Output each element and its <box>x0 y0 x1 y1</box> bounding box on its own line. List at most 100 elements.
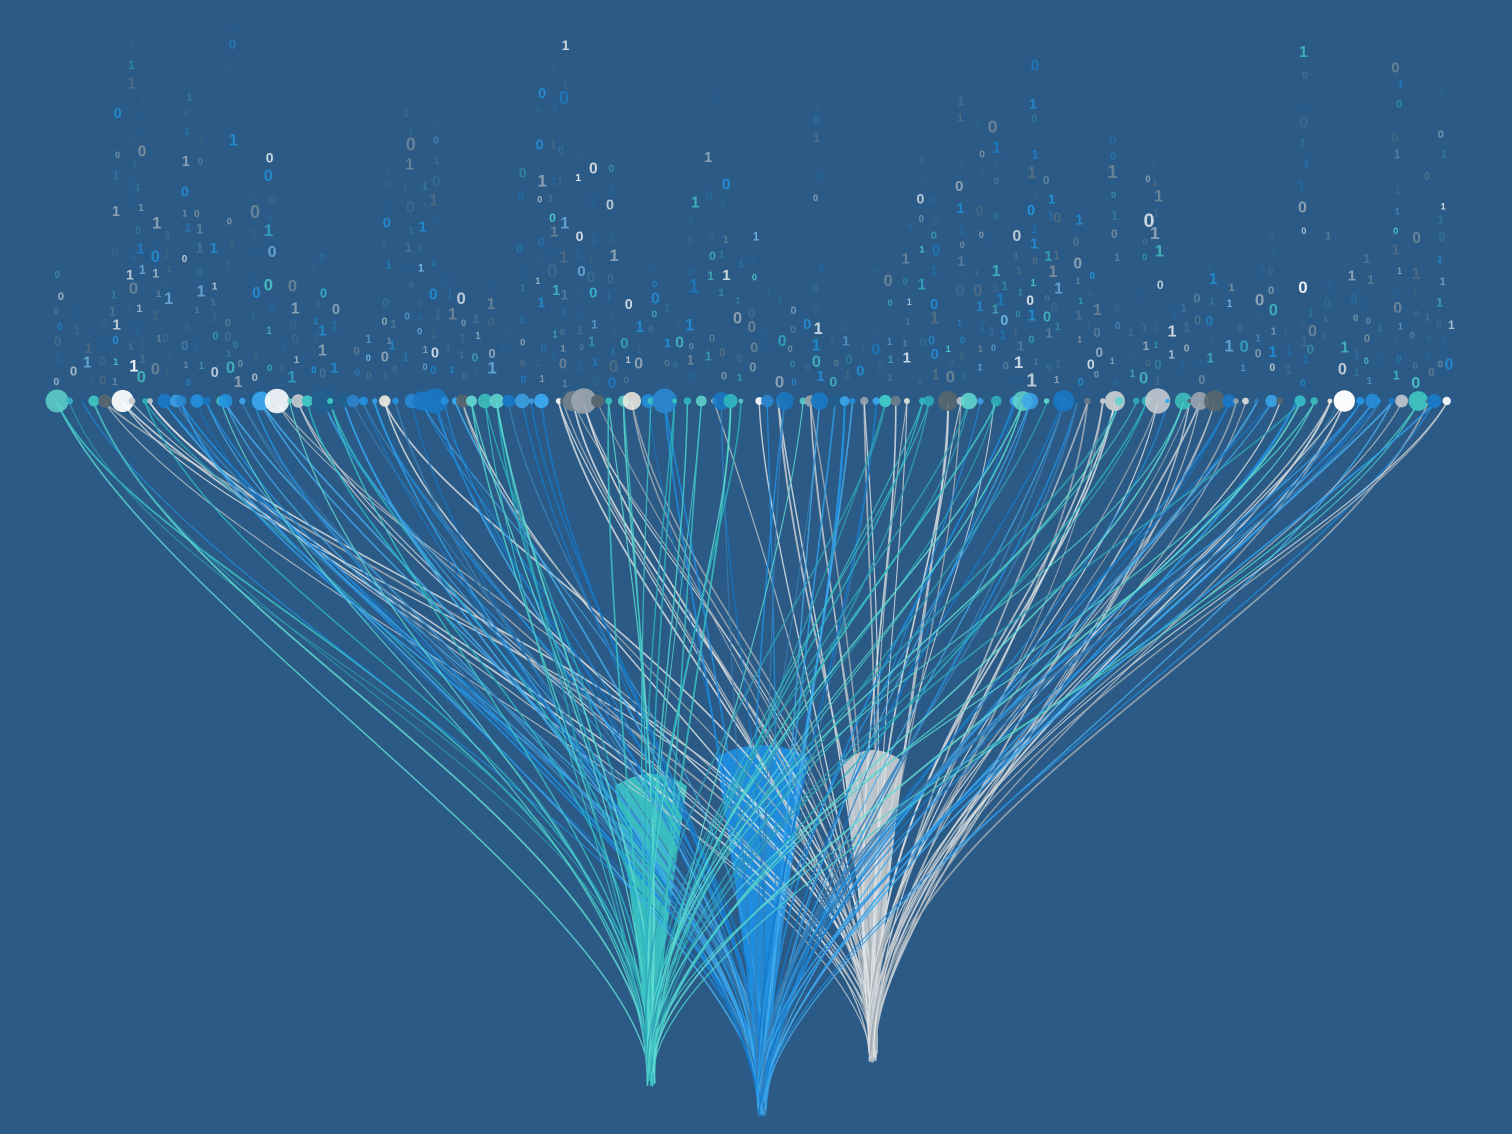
binary-digit: 1 <box>919 170 927 185</box>
binary-digit: 0 <box>1428 367 1434 380</box>
binary-digit: 0 <box>1198 373 1205 387</box>
binary-digit: 1 <box>550 370 556 381</box>
binary-digit: 1 <box>1393 369 1400 383</box>
binary-digit: 1 <box>210 241 218 257</box>
binary-digit: 1 <box>152 348 158 359</box>
stream-node-gray <box>1145 388 1171 414</box>
stream-node-blue <box>80 398 86 404</box>
binary-digit: 0 <box>417 327 422 338</box>
binary-digit: 1 <box>576 321 584 337</box>
binary-digit: 0 <box>688 267 694 279</box>
stream-node-blue <box>392 397 399 405</box>
binary-digit: 0 <box>1045 293 1050 303</box>
binary-digit: 1 <box>167 352 174 364</box>
binary-digit: 0 <box>1364 356 1369 366</box>
binary-digit: 0 <box>749 360 756 375</box>
binary-digit: 0 <box>289 316 296 331</box>
binary-digit: 1 <box>194 305 199 315</box>
binary-digit: 0 <box>518 189 525 203</box>
binary-digit: 1 <box>1054 375 1060 386</box>
binary-digit: 0 <box>489 346 496 361</box>
binary-digit: 0 <box>423 362 428 372</box>
binary-digit: 0 <box>576 309 581 320</box>
stream-node-gray <box>555 398 562 404</box>
binary-digit: 1 <box>664 301 671 315</box>
stream-node-gray <box>128 397 136 405</box>
binary-digit: 0 <box>54 377 60 388</box>
stream-node-teal <box>879 394 892 408</box>
stream-node-blue <box>761 394 774 408</box>
flow-line-blue <box>750 402 786 1101</box>
binary-digit: 1 <box>588 334 596 349</box>
binary-digit: 0 <box>55 270 61 281</box>
binary-digit: 0 <box>587 268 596 286</box>
binary-digit: 1 <box>226 348 232 360</box>
stream-node-blue <box>775 392 794 410</box>
binary-digit: 1 <box>1354 367 1360 379</box>
binary-digit: 0 <box>1142 252 1147 262</box>
binary-digit: 1 <box>919 245 924 255</box>
binary-digit: 1 <box>976 299 984 314</box>
flow-line-gray <box>597 402 873 1062</box>
binary-digit: 0 <box>1109 132 1116 147</box>
binary-digit: 0 <box>1088 289 1093 299</box>
binary-digit: 0 <box>1436 317 1442 329</box>
binary-digit: 1 <box>1014 353 1023 372</box>
flow-line-gray <box>583 402 876 1050</box>
binary-digit: 1 <box>1367 376 1373 387</box>
binary-digit: 1 <box>1153 340 1158 350</box>
flow-line-blue <box>760 402 1258 1112</box>
stream-node-blue <box>829 395 841 407</box>
binary-digit: 0 <box>181 338 188 353</box>
binary-digit: 0 <box>382 295 389 310</box>
flow-line-teal <box>647 402 1419 1075</box>
binary-digit: 1 <box>1348 269 1356 285</box>
binary-digit: 0 <box>252 372 258 384</box>
binary-digit: 1 <box>1055 357 1062 371</box>
flow-line-blue <box>444 402 761 1104</box>
stream-node-gray <box>111 389 134 413</box>
binary-digit: 0 <box>250 194 256 205</box>
binary-digit: 0 <box>232 340 238 352</box>
flow-line-blue <box>757 402 1436 1102</box>
stream-node-teal <box>605 397 613 405</box>
flow-line-gray <box>873 402 1159 1054</box>
binary-digit: 0 <box>264 167 273 185</box>
binary-digit: 0 <box>1014 374 1019 385</box>
flow-line-teal <box>220 402 648 1086</box>
flow-line-teal <box>644 402 887 1074</box>
binary-digit: 0 <box>1028 334 1034 346</box>
binary-digit: 1 <box>252 349 259 363</box>
binary-digit: 0 <box>1043 176 1049 188</box>
binary-digit: 1 <box>739 259 745 270</box>
binary-digit: 1 <box>625 355 631 366</box>
binary-digit: 0 <box>960 335 966 346</box>
binary-digit: 0 <box>919 334 926 349</box>
binary-digit: 0 <box>722 177 731 194</box>
binary-digit: 0 <box>606 197 614 213</box>
binary-digit: 1 <box>1300 334 1309 351</box>
binary-digit: 0 <box>928 333 935 348</box>
binary-digit: 1 <box>152 307 159 322</box>
binary-digit: 1 <box>291 301 300 318</box>
binary-digit: 0 <box>1031 114 1037 126</box>
binary-digit: 1 <box>280 337 288 353</box>
binary-digit: 0 <box>227 215 232 226</box>
binary-digit: 1 <box>1032 148 1039 162</box>
flow-line-teal <box>644 402 742 1074</box>
binary-digit: 1 <box>405 240 412 255</box>
stream-node-teal <box>1174 392 1192 410</box>
binary-digit: 1 <box>735 296 740 306</box>
binary-digit: 0 <box>994 176 999 187</box>
binary-digit: 0 <box>609 356 619 376</box>
binary-digit: 1 <box>610 346 616 357</box>
flow-line-teal <box>495 402 654 1082</box>
binary-digit: 0 <box>803 317 811 333</box>
binary-digit: 0 <box>993 212 999 223</box>
binary-digit: 1 <box>829 337 835 348</box>
binary-digit: 0 <box>520 374 526 386</box>
binary-digit: 1 <box>264 221 273 240</box>
binary-digit: 0 <box>1094 369 1099 380</box>
flow-line-blue <box>762 402 1435 1101</box>
binary-digit: 1 <box>1054 280 1063 297</box>
